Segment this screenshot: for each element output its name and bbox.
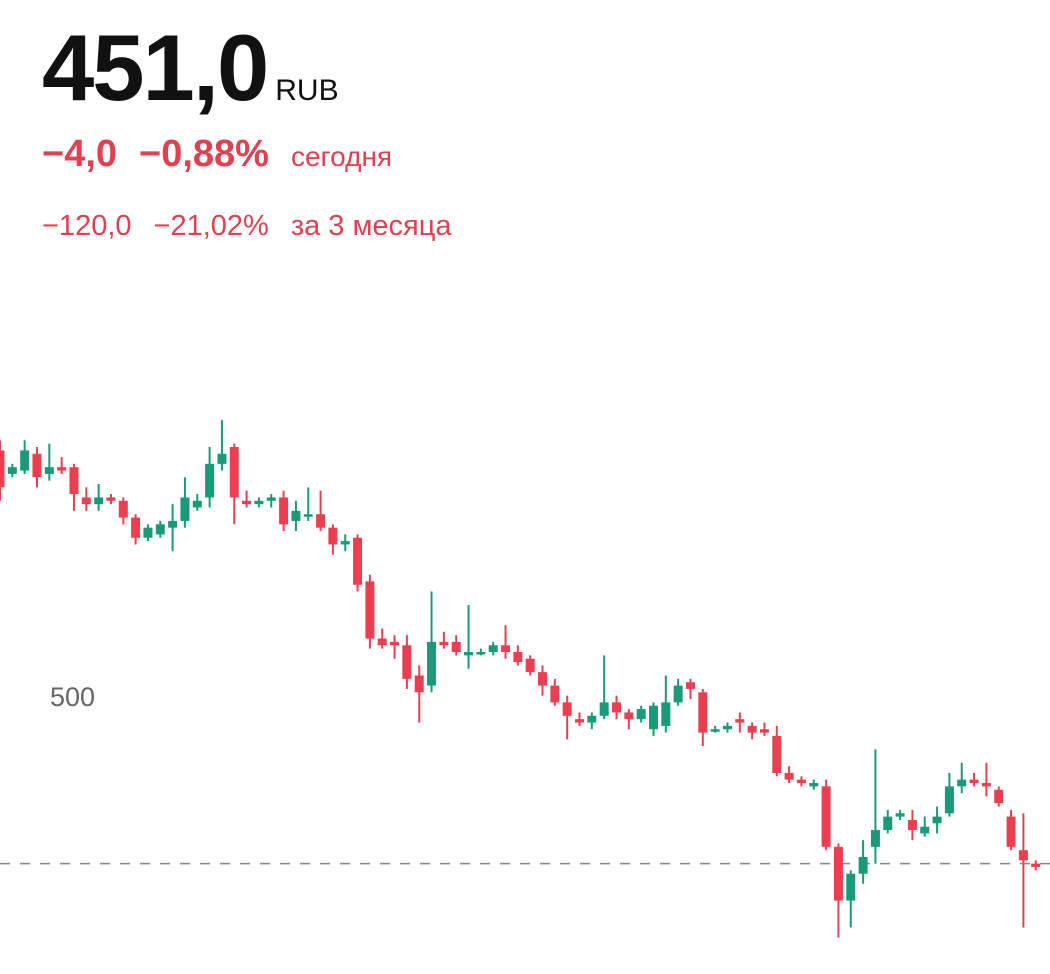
candle-body — [932, 816, 942, 824]
candle-body — [562, 702, 572, 716]
candle-body — [722, 725, 732, 730]
candle-body — [747, 725, 757, 733]
period-change: −120,0 — [42, 210, 132, 242]
candle-body — [538, 672, 548, 686]
candle-body — [981, 783, 991, 787]
candle-body — [501, 645, 511, 652]
candle-body — [32, 453, 42, 478]
candle-body — [0, 450, 5, 488]
today-change: −4,0 — [42, 133, 118, 175]
candle-body — [710, 729, 720, 732]
candle-body — [525, 658, 535, 673]
candle-body — [648, 705, 658, 730]
candle-body — [229, 447, 239, 498]
candle-body — [266, 497, 276, 501]
candle-body — [279, 497, 289, 525]
candle-body — [217, 453, 227, 464]
candle-body — [377, 638, 387, 646]
candle-body — [328, 527, 338, 545]
candle-body — [365, 581, 375, 639]
candle-body — [858, 856, 868, 874]
candle-body — [599, 702, 609, 716]
candle-body — [81, 497, 91, 505]
candle-body — [402, 645, 412, 679]
price-line: 451,0 RUB — [42, 14, 339, 122]
candle-body — [1018, 850, 1028, 861]
candle-body — [809, 783, 819, 787]
candle-body — [143, 527, 153, 538]
candle-body — [636, 709, 646, 720]
candle-body — [759, 729, 769, 733]
candle-body — [69, 467, 79, 495]
candle-body — [20, 450, 30, 471]
candle-body — [106, 497, 116, 501]
candle-body — [957, 779, 967, 787]
y-tick-label: 500 — [50, 682, 95, 712]
candle-body — [488, 645, 498, 652]
candle-body — [661, 702, 671, 726]
candle-body — [242, 500, 252, 505]
candle-body — [784, 772, 794, 780]
candle-body — [44, 467, 54, 474]
candle-body — [1031, 863, 1041, 868]
candle-body — [821, 786, 831, 847]
candle-body — [550, 685, 560, 703]
candle-body — [673, 685, 683, 703]
candle-body — [685, 682, 695, 689]
candle-body — [772, 735, 782, 773]
today-percent: −0,88% — [139, 133, 269, 175]
candle-body — [969, 779, 979, 784]
today-line: −4,0 −0,88% сегодня — [42, 133, 392, 176]
candle-body — [464, 651, 474, 656]
candle-body — [340, 541, 350, 545]
candle-body — [390, 641, 400, 646]
candle-body — [168, 520, 178, 528]
candle-body — [414, 675, 424, 693]
candle-body — [944, 786, 954, 814]
period-percent: −21,02% — [153, 210, 269, 242]
candle-body — [513, 651, 523, 663]
candle-body — [1006, 816, 1016, 847]
candle-body — [118, 500, 128, 518]
candle-body — [131, 517, 141, 538]
candle-body — [920, 826, 930, 834]
candle-body — [353, 537, 363, 585]
candle-body — [476, 651, 486, 655]
candle-body — [735, 719, 745, 723]
candle-body — [624, 712, 634, 720]
candle-body — [883, 816, 893, 831]
candle-body — [451, 641, 461, 652]
period-label: за 3 месяца — [290, 210, 452, 242]
candle-body — [94, 497, 104, 505]
candle-body — [192, 500, 202, 508]
candle-body — [7, 467, 17, 474]
candle-body — [698, 692, 708, 733]
candle-body — [833, 846, 843, 901]
candle-body — [994, 789, 1004, 804]
today-label: сегодня — [290, 141, 393, 172]
candle-body — [612, 702, 621, 713]
candle-body — [846, 873, 856, 901]
period-line: −120,0 −21,02% за 3 месяца — [42, 210, 452, 243]
candle-body — [303, 514, 313, 517]
candle-body — [587, 715, 597, 723]
candle-body — [907, 819, 917, 831]
candle-body — [254, 500, 264, 505]
candle-body — [291, 510, 301, 521]
candle-body — [155, 524, 165, 535]
currency: RUB — [275, 74, 339, 107]
candle-body — [870, 830, 880, 847]
candle-body — [316, 514, 326, 528]
price: 451,0 — [42, 15, 269, 120]
candle-body — [180, 497, 190, 521]
candle-body — [895, 813, 905, 817]
candle-body — [427, 641, 437, 686]
candle-body — [575, 719, 585, 723]
candle-body — [796, 779, 806, 784]
candle-body — [205, 463, 215, 498]
candle-body — [439, 641, 449, 646]
candle-body — [57, 467, 67, 471]
